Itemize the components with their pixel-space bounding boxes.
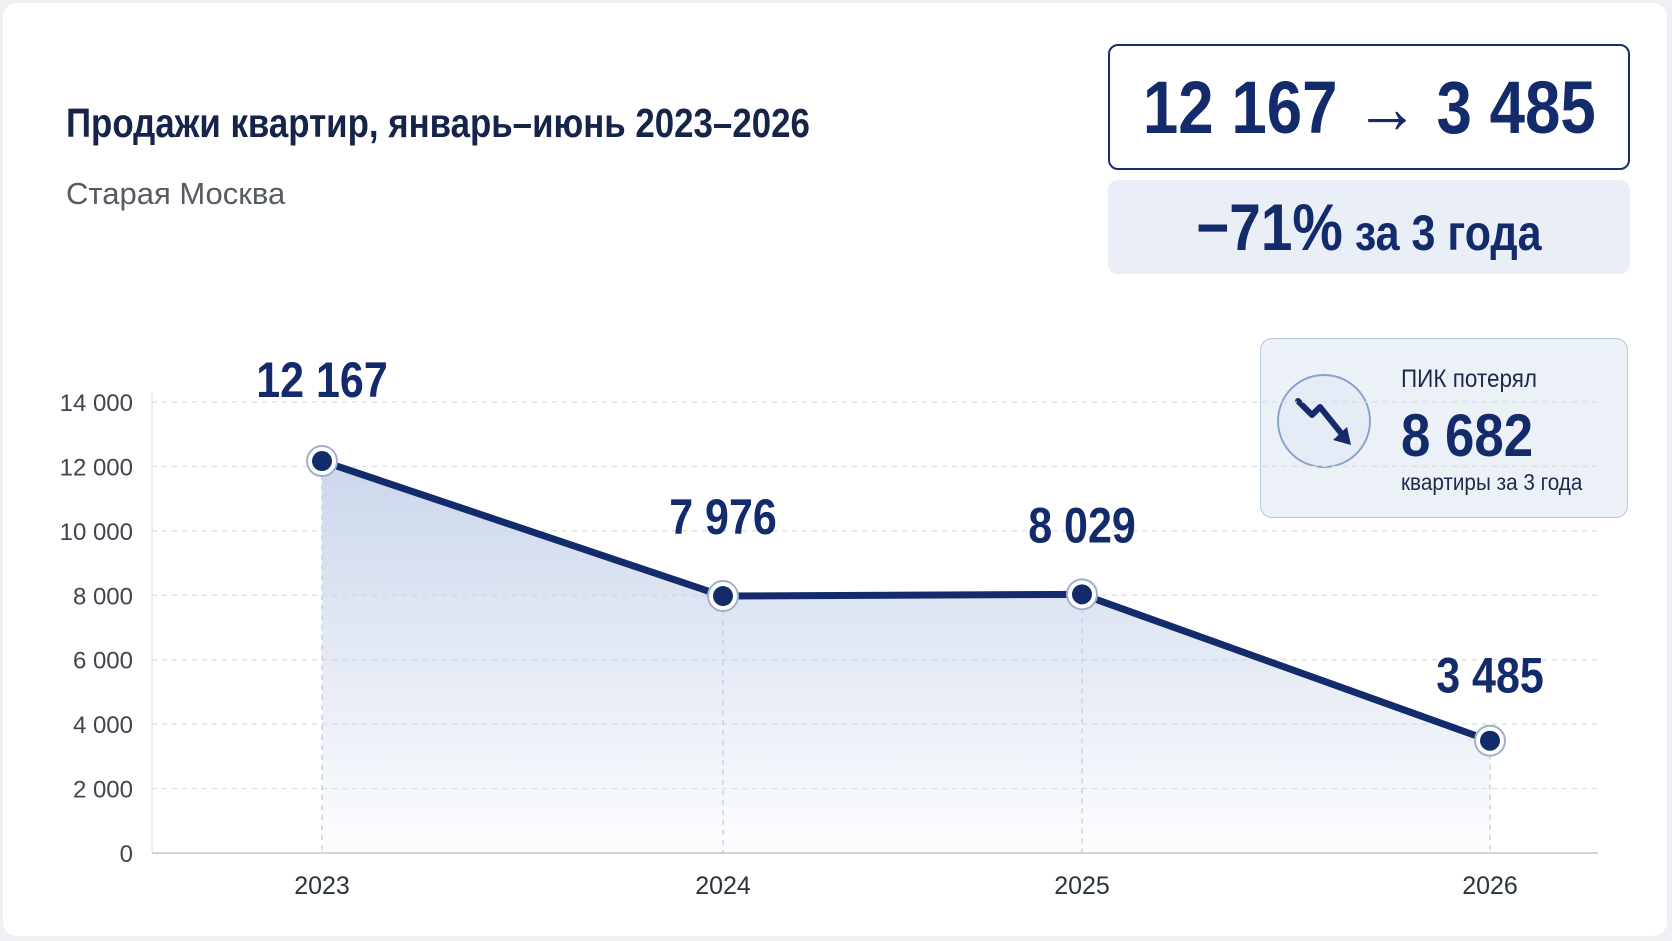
- y-tick-label: 12 000: [60, 454, 133, 481]
- y-tick-label: 2 000: [73, 777, 133, 804]
- x-tick-label: 2024: [695, 872, 751, 900]
- y-tick-label: 0: [120, 841, 133, 868]
- percent-summary-box: −71% за 3 года: [1108, 180, 1630, 274]
- change-summary-box: 12 167 → 3 485: [1108, 44, 1630, 170]
- x-tick-label: 2025: [1054, 872, 1110, 900]
- data-label: 7 976: [669, 489, 777, 545]
- pik-callout: ПИК потерял 8 682 квартиры за 3 года: [1260, 338, 1628, 518]
- series-line: [318, 457, 1494, 745]
- area-fill: [322, 461, 1490, 853]
- percent-change-period: за 3 года: [1342, 205, 1542, 261]
- y-tick-label: 14 000: [60, 390, 133, 417]
- data-point-dot: [1072, 584, 1092, 605]
- pik-value: 8 682: [1401, 402, 1534, 469]
- y-tick-label: 8 000: [73, 583, 133, 610]
- change-summary-text: 12 167 → 3 485: [1142, 65, 1596, 149]
- data-point-dot: [1480, 730, 1500, 751]
- data-label: 3 485: [1436, 648, 1544, 704]
- data-point-dot: [713, 586, 733, 607]
- y-tick-label: 4 000: [73, 712, 133, 739]
- chart-subtitle: Старая Москва: [66, 176, 286, 211]
- data-point: [1066, 578, 1098, 611]
- chart-title: Продажи квартир, январь–июнь 2023–2026: [66, 100, 810, 146]
- y-tick-label: 10 000: [60, 519, 133, 546]
- data-label: 12 167: [256, 352, 388, 408]
- pik-subtext: квартиры за 3 года: [1401, 469, 1583, 495]
- data-point: [1474, 724, 1506, 757]
- data-point: [707, 580, 739, 613]
- data-label: 8 029: [1028, 497, 1136, 553]
- percent-change-value: −71%: [1196, 190, 1343, 264]
- pik-label: ПИК потерял: [1401, 365, 1538, 393]
- x-tick-label: 2026: [1462, 872, 1518, 900]
- data-point: [306, 445, 338, 478]
- x-tick-label: 2023: [294, 872, 350, 900]
- y-tick-label: 6 000: [73, 648, 133, 675]
- data-point-dot: [312, 451, 332, 472]
